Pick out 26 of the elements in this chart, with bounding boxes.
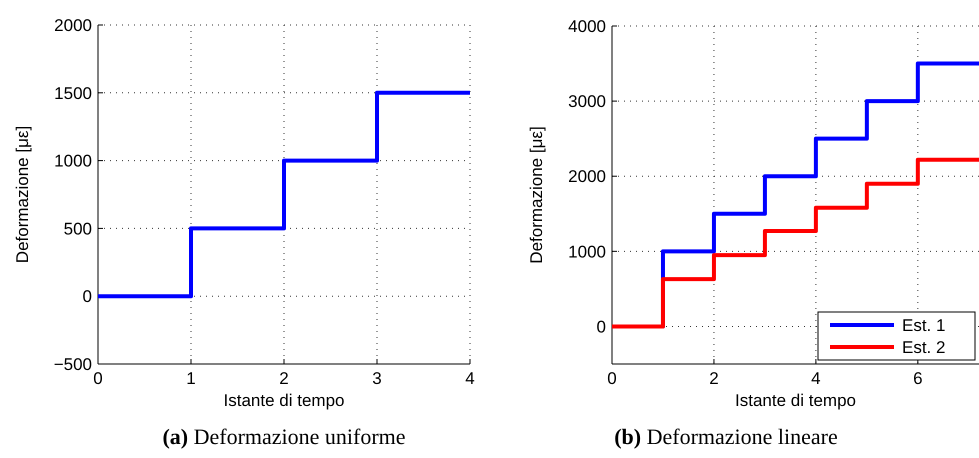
y-tick-label: 0 [82, 287, 92, 306]
text: (a) Deformazione uniforme [162, 424, 406, 449]
x-tick-label: 2 [279, 369, 289, 388]
y-tick-label: 2000 [568, 167, 606, 186]
text: (b) Deformazione lineare [614, 424, 838, 449]
y-tick-label: 2000 [54, 16, 92, 35]
y-axis-title: Deformazione [με] [527, 126, 546, 264]
y-tick-label: 1000 [568, 242, 606, 262]
x-tick-label: 4 [465, 369, 475, 388]
x-tick-label: 3 [372, 369, 382, 388]
y-tick-label: 500 [64, 219, 92, 238]
x-tick-label: 1 [186, 369, 196, 388]
x-axis-title: Istante di tempo [735, 391, 856, 410]
x-axis-title: Istante di tempo [224, 391, 344, 410]
y-tick-label: 1500 [54, 84, 92, 103]
legend-label: Est. 1 [902, 316, 946, 335]
y-tick-label: 3000 [568, 92, 606, 112]
x-tick-label: 6 [913, 369, 923, 388]
y-tick-label: 4000 [568, 17, 606, 36]
y-tick-label: 1000 [54, 152, 92, 171]
x-tick-label: 2 [709, 369, 719, 388]
y-tick-label: 0 [596, 317, 606, 336]
legend-label: Est. 2 [902, 338, 946, 357]
y-axis-title: Deformazione [με] [13, 126, 32, 264]
x-tick-label: 4 [811, 369, 821, 388]
y-tick-label: −500 [54, 355, 92, 374]
